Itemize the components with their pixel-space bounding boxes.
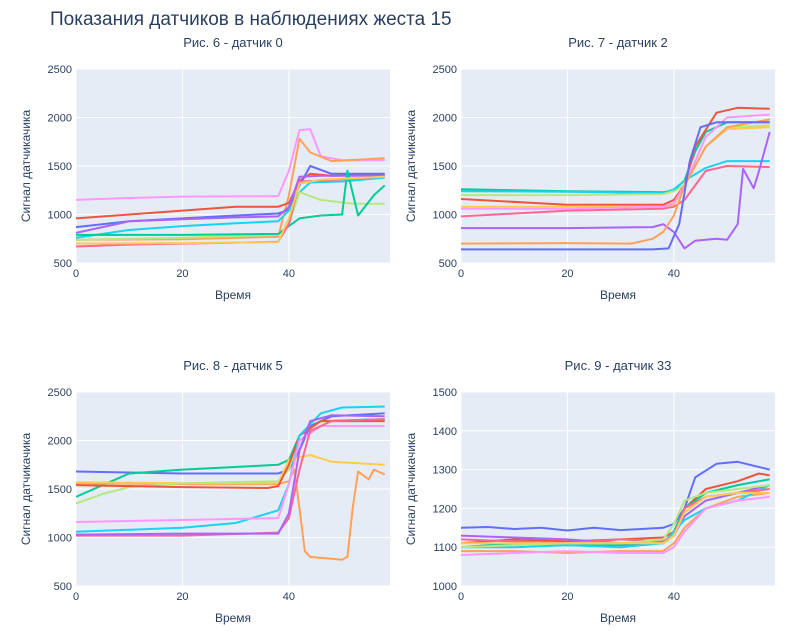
subplot-2: 500 1000 1500 2000 2500 0 20 40 Рис. 7 - датчик … xyxy=(404,35,775,302)
y-tick-label: 1000 xyxy=(433,581,457,593)
y-tick-label: 2000 xyxy=(48,436,72,448)
series-line-9 xyxy=(461,495,770,556)
series-line-9 xyxy=(461,118,770,245)
x-axis-label: Время xyxy=(215,611,251,625)
x-tick-label: 40 xyxy=(668,268,680,280)
subplot-title: Рис. 9 - датчик 33 xyxy=(565,358,672,373)
series-line-8 xyxy=(76,169,386,236)
y-tick-label: 1500 xyxy=(48,484,72,496)
x-axis-label: Время xyxy=(215,288,251,302)
series-line-2 xyxy=(76,137,385,241)
y-tick-label: 2500 xyxy=(48,64,72,76)
y-tick-label: 500 xyxy=(439,258,457,270)
y-tick-label: 1000 xyxy=(433,210,457,222)
x-tick-label: 40 xyxy=(283,591,295,603)
x-tick-label: 20 xyxy=(561,591,573,603)
x-tick-label: 0 xyxy=(73,268,79,280)
series-line-9 xyxy=(76,418,385,537)
y-tick-label: 1500 xyxy=(48,161,72,173)
x-axis-label: Время xyxy=(600,611,636,625)
subplot-3: 500 1000 1500 2000 2500 0 20 40 Рис. 8 - датчик … xyxy=(19,358,390,625)
subplot-title: Рис. 8 - датчик 5 xyxy=(183,358,283,373)
series-line-6 xyxy=(76,420,385,489)
y-tick-label: 2000 xyxy=(48,113,72,125)
x-tick-label: 40 xyxy=(283,268,295,280)
plot-area xyxy=(461,392,775,586)
series-line-2 xyxy=(461,160,770,195)
x-tick-label: 0 xyxy=(73,591,79,603)
series-line-5 xyxy=(76,174,385,234)
x-tick-label: 20 xyxy=(176,268,188,280)
y-tick-label: 2500 xyxy=(433,64,457,76)
x-tick-label: 20 xyxy=(561,268,573,280)
figure-title: Показания датчиков в наблюдениях жеста 1… xyxy=(50,9,452,30)
y-tick-label: 1100 xyxy=(433,542,457,554)
x-tick-label: 0 xyxy=(458,268,464,280)
series-line-7 xyxy=(76,191,385,241)
y-tick-label: 1400 xyxy=(433,426,457,438)
series-line-1 xyxy=(461,460,770,532)
subplot-title: Рис. 6 - датчик 0 xyxy=(183,35,283,50)
subplot-1: 500 1000 1500 2000 2500 0 20 40 Рис. 6 - датчик … xyxy=(19,35,390,302)
subplot-title: Рис. 7 - датчик 2 xyxy=(568,35,668,50)
y-tick-label: 1000 xyxy=(48,533,72,545)
series-line-10 xyxy=(76,414,385,536)
x-axis-label: Время xyxy=(600,288,636,302)
y-tick-label: 500 xyxy=(54,258,72,270)
y-axis-label: Сигнал датчикачика xyxy=(404,110,418,223)
y-tick-label: 500 xyxy=(54,581,72,593)
y-tick-label: 1200 xyxy=(433,503,457,515)
y-axis-label: Сигнал датчикачика xyxy=(19,110,33,223)
y-tick-label: 1500 xyxy=(433,161,457,173)
y-axis-label: Сигнал датчикачика xyxy=(19,433,33,546)
series-line-3 xyxy=(76,468,386,561)
subplot-4: 1000 1100 1200 1300 1400 1500 0 20 40 Рис. 9 - да… xyxy=(404,358,775,625)
series-line-7 xyxy=(461,113,770,210)
y-tick-label: 1300 xyxy=(433,465,457,477)
series-line-6 xyxy=(76,176,385,239)
series-line-10 xyxy=(461,121,770,251)
x-tick-label: 20 xyxy=(176,591,188,603)
x-tick-label: 40 xyxy=(668,591,680,603)
series-line-10 xyxy=(461,491,770,545)
y-tick-label: 1500 xyxy=(433,387,457,399)
x-tick-label: 0 xyxy=(458,591,464,603)
series-line-1 xyxy=(76,128,385,201)
series-line-8 xyxy=(461,131,771,250)
y-tick-label: 1000 xyxy=(48,210,72,222)
y-axis-label: Сигнал датчикачика xyxy=(404,433,418,546)
y-tick-label: 2500 xyxy=(48,387,72,399)
y-tick-label: 2000 xyxy=(433,113,457,125)
series-line-10 xyxy=(76,175,385,245)
series-line-6 xyxy=(461,165,770,218)
